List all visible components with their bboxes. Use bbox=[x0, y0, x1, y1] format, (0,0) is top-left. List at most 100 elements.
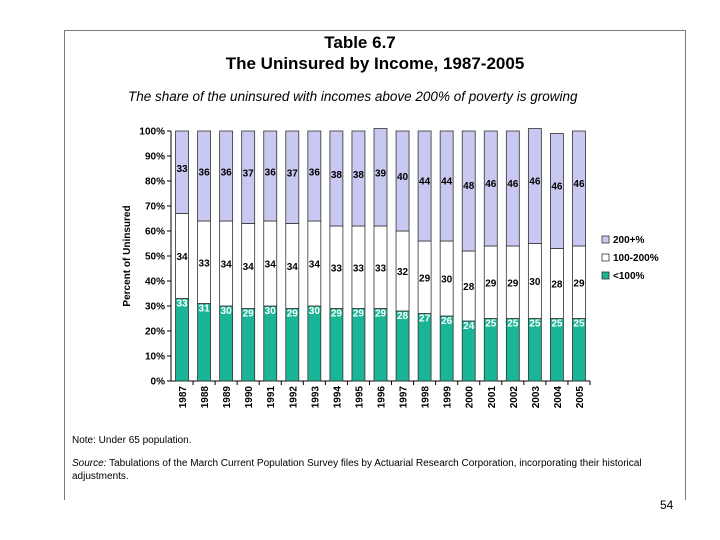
legend-label: <100% bbox=[613, 271, 645, 282]
y-tick-label: 70% bbox=[145, 202, 165, 213]
bar-value-label: 33 bbox=[176, 299, 188, 310]
chart-caption: The share of the uninsured with incomes … bbox=[128, 89, 578, 104]
bar-value-label: 29 bbox=[353, 309, 365, 320]
bar-value-label: 33 bbox=[331, 263, 343, 274]
bar-value-label: 28 bbox=[463, 282, 475, 293]
bar-value-label: 29 bbox=[485, 278, 497, 289]
bar-value-label: 29 bbox=[375, 309, 387, 320]
bar-value-label: 37 bbox=[287, 169, 299, 180]
bar-value-label: 25 bbox=[529, 319, 541, 330]
legend-swatch bbox=[601, 253, 610, 262]
x-tick-label: 2004 bbox=[553, 386, 564, 409]
x-tick-label: 1988 bbox=[200, 386, 211, 409]
bar-segment-200-plus bbox=[197, 130, 211, 222]
bar-value-label: 30 bbox=[221, 306, 233, 317]
x-tick-label: 2005 bbox=[575, 386, 586, 409]
y-tick-label: 50% bbox=[145, 252, 165, 263]
bar-value-label: 29 bbox=[573, 278, 585, 289]
bar-value-label: 36 bbox=[199, 168, 211, 179]
x-tick-label: 1992 bbox=[288, 386, 299, 409]
x-tick-label: 2000 bbox=[465, 386, 476, 409]
bar-value-label: 27 bbox=[419, 314, 431, 325]
bar-value-label: 33 bbox=[199, 258, 211, 269]
bar-value-label: 29 bbox=[243, 309, 255, 320]
bar-segment-200-plus bbox=[351, 130, 366, 227]
bar-value-label: 34 bbox=[309, 260, 321, 271]
source-label: Source: bbox=[72, 458, 107, 469]
bar-value-label: 36 bbox=[265, 168, 277, 179]
bar-value-label: 38 bbox=[331, 170, 343, 181]
bar-segment-200-plus bbox=[550, 133, 564, 249]
note-text: Note: Under 65 population. bbox=[72, 435, 192, 446]
bar-value-label: 46 bbox=[529, 176, 541, 187]
bar-value-label: 46 bbox=[485, 179, 497, 190]
bar-segment-under-100 bbox=[175, 298, 189, 382]
bar-value-label: 37 bbox=[243, 169, 255, 180]
bar-value-label: 28 bbox=[397, 311, 409, 322]
y-tick-label: 60% bbox=[145, 227, 165, 238]
bar-value-label: 48 bbox=[463, 181, 475, 192]
x-tick-label: 1995 bbox=[354, 386, 365, 409]
bar-segment-200-plus bbox=[439, 130, 454, 242]
bar-value-label: 36 bbox=[221, 168, 233, 179]
bar-value-label: 39 bbox=[375, 168, 387, 179]
bar-value-label: 36 bbox=[309, 168, 321, 179]
x-tick-label: 1990 bbox=[244, 386, 255, 409]
y-tick-label: 90% bbox=[145, 152, 165, 163]
source-text: Source: Tabulations of the March Current… bbox=[72, 457, 680, 483]
y-tick-label: 30% bbox=[145, 302, 165, 313]
bar-segment-200-plus bbox=[572, 130, 586, 247]
bar-value-label: 44 bbox=[441, 177, 453, 188]
bar-segment-200-plus bbox=[483, 130, 498, 247]
bar-segment-200-plus bbox=[307, 130, 322, 222]
source-body: Tabulations of the March Current Populat… bbox=[72, 458, 642, 482]
bar-value-label: 33 bbox=[353, 263, 365, 274]
legend-swatch bbox=[601, 235, 610, 244]
x-tick-label: 1993 bbox=[310, 386, 321, 409]
page-number: 54 bbox=[660, 498, 674, 512]
x-tick-label: 2003 bbox=[531, 386, 542, 409]
x-tick-label: 2002 bbox=[509, 386, 520, 409]
chart-title: Table 6.7 bbox=[324, 33, 396, 52]
x-tick-label: 1989 bbox=[222, 386, 233, 409]
bar-value-label: 25 bbox=[551, 319, 563, 330]
bar-segment-200-plus bbox=[175, 130, 189, 214]
bar-value-label: 25 bbox=[573, 319, 585, 330]
x-tick-label: 1996 bbox=[377, 386, 388, 409]
bar-segment-200-plus bbox=[241, 130, 256, 224]
y-tick-label: 40% bbox=[145, 277, 165, 288]
bar-value-label: 25 bbox=[485, 319, 497, 330]
bar-segment-200-plus bbox=[527, 128, 542, 244]
x-tick-label: 1987 bbox=[178, 386, 189, 409]
bar-value-label: 40 bbox=[397, 172, 409, 183]
bar-segment-200-plus bbox=[219, 130, 234, 222]
bar-value-label: 31 bbox=[199, 304, 211, 315]
bar-value-label: 30 bbox=[309, 306, 321, 317]
bar-value-label: 24 bbox=[463, 321, 475, 332]
x-tick-label: 1997 bbox=[399, 386, 410, 409]
bar-value-label: 29 bbox=[287, 309, 299, 320]
x-tick-label: 1998 bbox=[421, 386, 432, 409]
bar-segment-200-plus bbox=[373, 128, 388, 227]
x-tick-label: 2001 bbox=[487, 386, 498, 409]
bar-value-label: 34 bbox=[176, 252, 188, 263]
y-axis-title: Percent of Uninsured bbox=[122, 205, 133, 306]
y-tick-label: 0% bbox=[151, 377, 166, 388]
bar-value-label: 33 bbox=[176, 164, 188, 175]
y-tick-label: 10% bbox=[145, 352, 165, 363]
bar-value-label: 33 bbox=[375, 263, 387, 274]
bar-segment-200-plus bbox=[329, 130, 344, 227]
legend-swatch bbox=[601, 271, 610, 280]
bar-value-label: 46 bbox=[573, 179, 585, 190]
bar-value-label: 30 bbox=[529, 277, 541, 288]
x-tick-label: 1991 bbox=[266, 386, 277, 409]
bar-value-label: 34 bbox=[243, 262, 255, 273]
y-tick-label: 100% bbox=[139, 127, 165, 138]
bar-value-label: 29 bbox=[507, 278, 519, 289]
bar-value-label: 26 bbox=[441, 316, 453, 327]
bar-segment-200-plus bbox=[461, 130, 476, 252]
x-tick-label: 1999 bbox=[443, 386, 454, 409]
x-tick-label: 1994 bbox=[332, 386, 343, 409]
bar-segment-200-plus bbox=[417, 130, 432, 242]
